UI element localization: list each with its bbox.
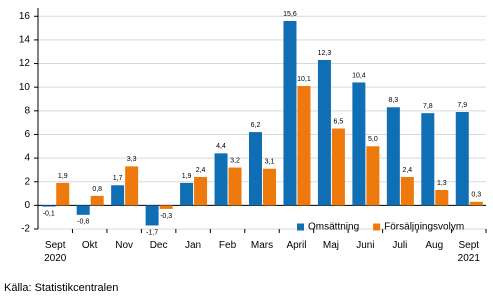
x-tick-label: Juni xyxy=(356,240,375,251)
value-label: 7,9 xyxy=(457,102,467,109)
bar xyxy=(455,112,469,206)
y-tick-label: 2 xyxy=(24,176,30,187)
x-tick-label: Juli xyxy=(392,240,408,251)
bar xyxy=(352,82,366,206)
bar xyxy=(421,113,435,206)
value-label: 15,6 xyxy=(283,11,297,18)
value-label: 0,3 xyxy=(471,192,481,199)
bar xyxy=(435,190,449,206)
value-label: 0,8 xyxy=(92,186,102,193)
y-tick-label: 6 xyxy=(24,129,30,140)
bar xyxy=(228,167,242,206)
value-label: -0,1 xyxy=(43,210,55,217)
y-tick-label: 14 xyxy=(19,35,31,46)
value-label: 2,4 xyxy=(402,167,412,174)
legend-swatch xyxy=(297,223,304,231)
x-tick-label: Dec xyxy=(149,240,168,251)
value-label: -0,8 xyxy=(77,219,89,226)
x-tick-label: Sept 2021 xyxy=(457,240,480,264)
y-tick-label: 10 xyxy=(19,82,31,93)
value-label: 3,3 xyxy=(127,156,137,163)
bar xyxy=(283,21,297,206)
value-label: 1,9 xyxy=(182,173,192,180)
value-label: 10,4 xyxy=(352,72,366,79)
value-label: 3,2 xyxy=(230,157,240,164)
value-label: 3,1 xyxy=(265,159,275,166)
value-label: 4,4 xyxy=(216,143,226,150)
value-label: 8,3 xyxy=(388,97,398,104)
y-tick-label: 0 xyxy=(24,200,30,211)
bar xyxy=(263,168,276,206)
value-label: 6,2 xyxy=(251,122,261,129)
y-tick-label: -2 xyxy=(21,224,30,235)
x-tick-label: Nov xyxy=(115,240,134,251)
bar xyxy=(125,166,139,206)
value-label: -1,7 xyxy=(146,229,158,236)
bar xyxy=(214,153,228,206)
bar xyxy=(159,205,173,209)
bar xyxy=(90,195,104,206)
bar xyxy=(42,205,56,207)
value-label: 7,8 xyxy=(423,103,433,110)
bar xyxy=(317,60,331,206)
x-tick-label: Feb xyxy=(218,240,237,251)
x-tick-label: Mars xyxy=(250,240,274,251)
value-label: 1,9 xyxy=(58,173,68,180)
bar xyxy=(56,182,70,206)
bar xyxy=(145,205,159,226)
legend-swatch xyxy=(373,223,381,231)
legend-label: Omsättning xyxy=(308,222,359,233)
value-label: 1,7 xyxy=(113,175,123,182)
bar xyxy=(249,132,262,206)
y-tick-label: 12 xyxy=(19,58,31,69)
bar xyxy=(331,128,345,206)
value-label: 5,0 xyxy=(368,136,378,143)
bar xyxy=(194,177,208,206)
y-tick-label: 4 xyxy=(24,153,30,164)
x-tick-label: Sept 2020 xyxy=(44,240,67,264)
x-tick-label: April xyxy=(286,240,307,251)
value-label: 1,3 xyxy=(437,180,447,187)
value-label: 2,4 xyxy=(196,167,206,174)
bar xyxy=(386,107,400,206)
y-tick-label: 8 xyxy=(24,105,30,116)
bar xyxy=(76,205,90,215)
bar xyxy=(400,177,414,206)
x-tick-label: Jan xyxy=(185,240,202,251)
source: Källa: Statistikcentralen xyxy=(4,282,119,294)
x-tick-label: Maj xyxy=(322,240,339,251)
value-label: 6,5 xyxy=(334,118,344,125)
bar xyxy=(180,182,194,206)
value-label: 10,1 xyxy=(297,76,311,83)
x-tick-label: Aug xyxy=(425,240,444,251)
y-tick-label: 16 xyxy=(19,11,31,22)
value-label: -0,3 xyxy=(160,213,172,220)
legend-label: Försäljningsvolym xyxy=(384,222,464,233)
bar xyxy=(469,201,483,206)
bar xyxy=(366,146,380,206)
bar xyxy=(111,185,125,206)
x-tick-label: Okt xyxy=(81,240,98,251)
bar xyxy=(297,86,311,206)
value-label: 12,3 xyxy=(318,50,332,57)
